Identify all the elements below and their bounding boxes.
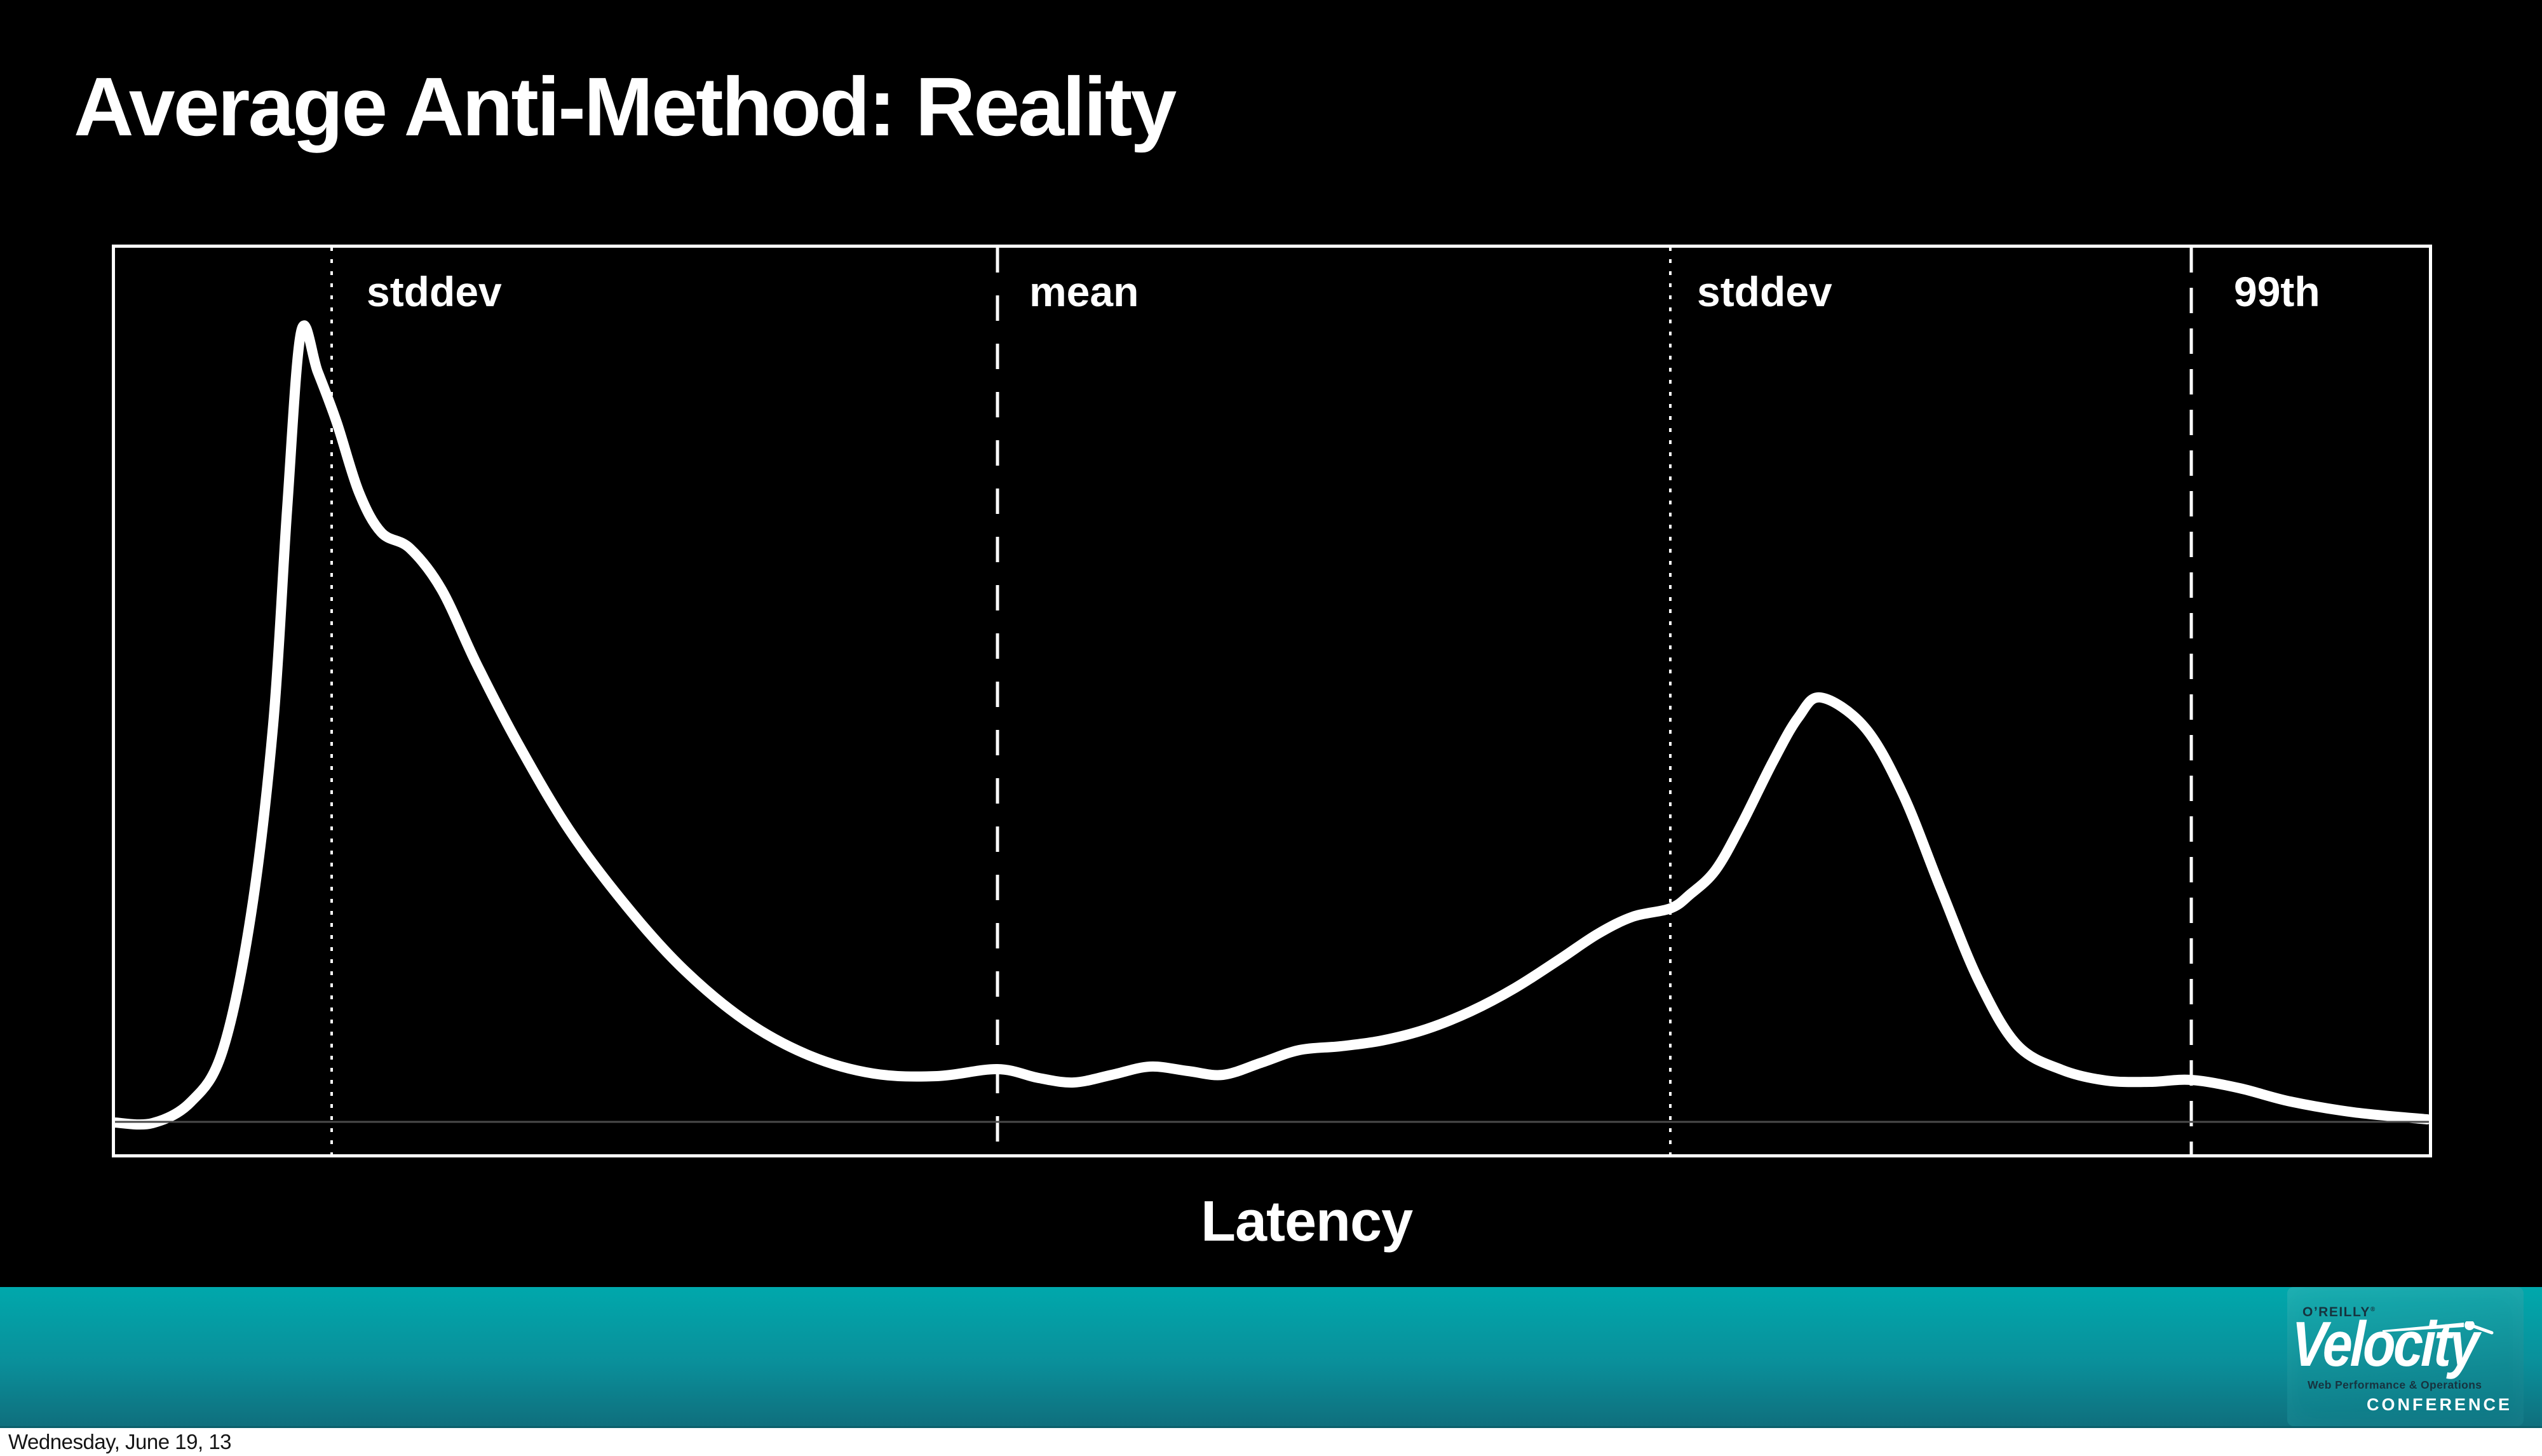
annotation-label-stddev: stddev — [367, 268, 502, 315]
speedometer-needle-icon — [2383, 1321, 2494, 1335]
annotation-label-mean: mean — [1029, 268, 1139, 315]
annotation-label-99th: 99th — [2234, 268, 2320, 315]
registered-mark: ® — [2370, 1306, 2376, 1313]
oreilly-wordmark: O’REILLY® — [2302, 1305, 2376, 1320]
footer-bar: O’REILLY® Velocity Web Performance & Ope… — [0, 1287, 2542, 1428]
oreilly-text: O’REILLY — [2302, 1305, 2370, 1319]
x-axis-label: Latency — [1201, 1190, 1413, 1253]
logo-tagline: Web Performance & Operations — [2308, 1378, 2482, 1391]
conference-label: CONFERENCE — [2366, 1395, 2512, 1414]
status-bar: Wednesday, June 19, 13 — [0, 1428, 2542, 1456]
slide-title: Average Anti-Method: Reality — [74, 60, 1177, 153]
density-curve — [112, 320, 2432, 1130]
chart-frame — [112, 245, 2432, 1157]
velocity-logo: O’REILLY® Velocity Web Performance & Ope… — [2287, 1287, 2524, 1426]
annotation-label-stddev: stddev — [1697, 268, 1832, 315]
date-text: Wednesday, June 19, 13 — [8, 1430, 232, 1453]
latency-distribution-chart: stddev mean stddev 99th — [112, 245, 2432, 1157]
